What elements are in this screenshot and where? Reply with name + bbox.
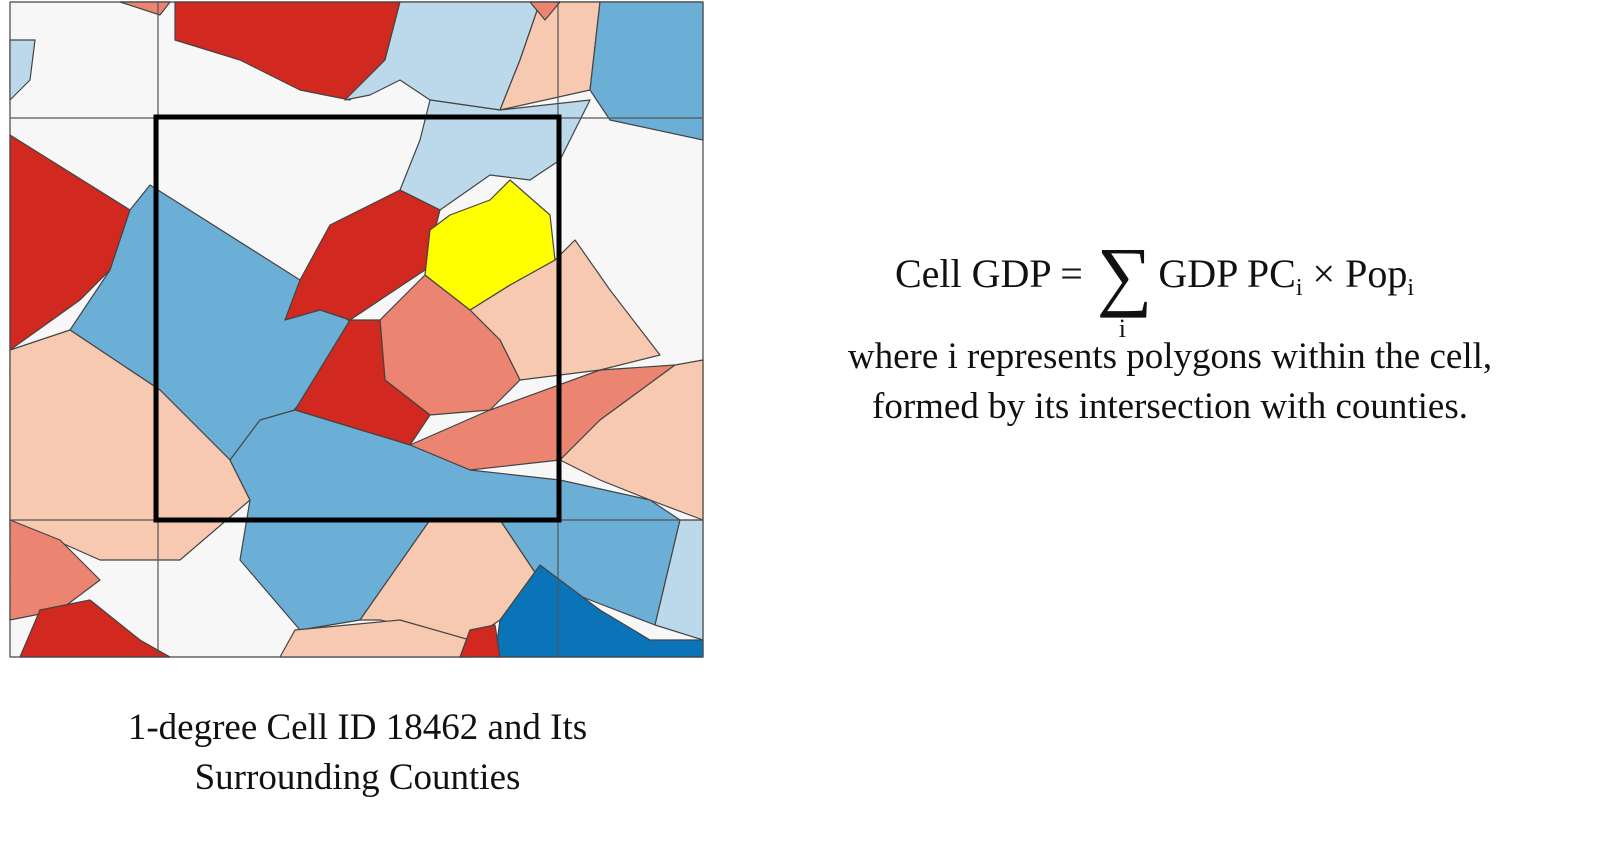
county: [19, 599, 171, 658]
county: [399, 99, 591, 211]
subscript: i: [1295, 275, 1303, 301]
description-line-1: where i represents polygons within the c…: [847, 336, 1493, 377]
county: [529, 1, 561, 21]
description-line-2: formed by its intersection with counties…: [872, 386, 1468, 427]
caption-line-2: Surrounding Counties: [194, 757, 521, 798]
subscript: i: [1407, 275, 1414, 301]
county: [459, 624, 501, 658]
county: [9, 39, 36, 101]
formula-lhs: Cell GDP =: [895, 251, 1083, 296]
formula-pop: Pop: [1345, 251, 1408, 296]
county: [589, 1, 704, 141]
county: [494, 564, 704, 658]
county-map: [9, 1, 704, 658]
times-symbol: ×: [1312, 251, 1336, 296]
cell-boundary: [153, 114, 562, 523]
map-caption: 1-degree Cell ID 18462 and Its Surroundi…: [40, 703, 675, 803]
formula: Cell GDP = ∑ i GDP PCi × Popi: [895, 236, 1414, 342]
formula-gdp-pc: GDP PC: [1158, 251, 1296, 296]
county: [9, 134, 131, 351]
formula-description: where i represents polygons within the c…: [795, 332, 1545, 432]
sum-glyph: ∑: [1096, 231, 1153, 318]
county: [499, 1, 601, 111]
caption-line-1: 1-degree Cell ID 18462 and Its: [127, 707, 588, 748]
county: [559, 359, 704, 521]
sum-symbol: ∑ i: [1097, 236, 1153, 342]
county: [284, 189, 441, 321]
sum-index: i: [1118, 314, 1126, 343]
selected-county: [424, 179, 556, 311]
county: [9, 519, 101, 621]
